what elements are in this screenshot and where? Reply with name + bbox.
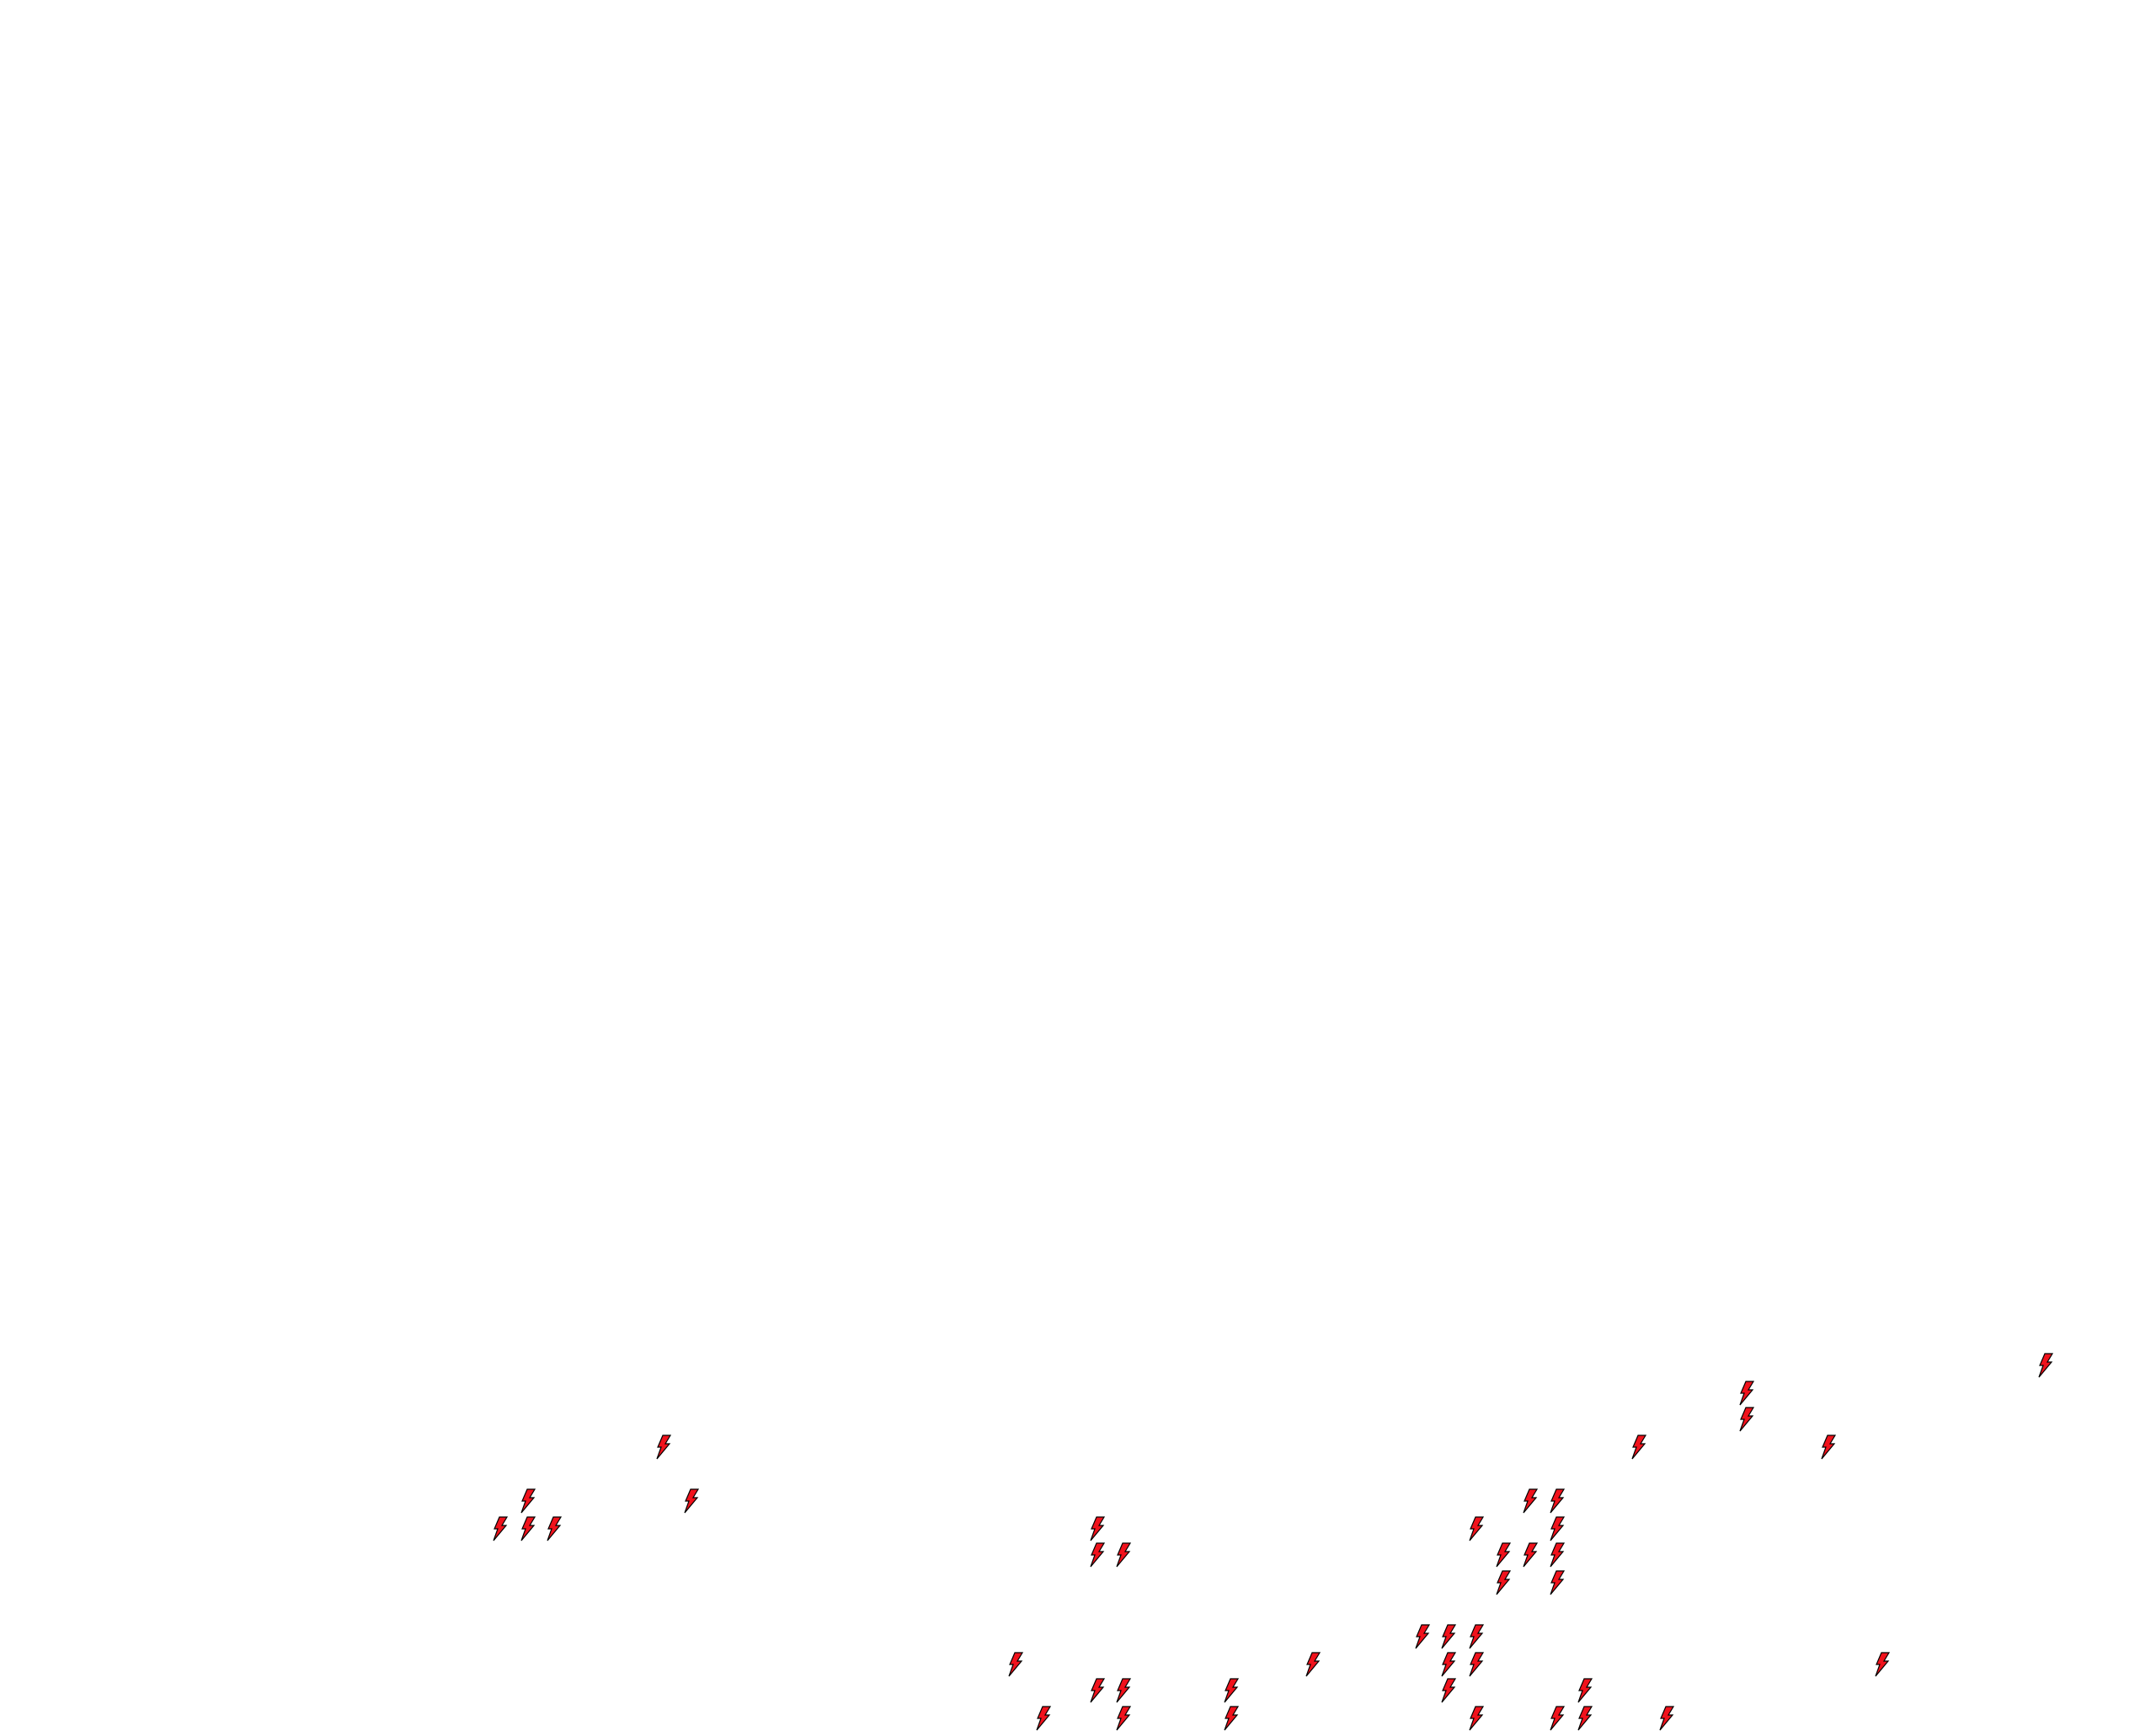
lightning-bolt-icon[interactable] (520, 1516, 536, 1541)
lightning-bolt-icon[interactable] (1089, 1516, 1106, 1541)
lightning-bolt-icon[interactable] (1630, 1434, 1647, 1460)
lightning-bolt-icon[interactable] (1468, 1516, 1485, 1541)
lightning-bolt-icon[interactable] (1738, 1407, 1755, 1432)
lightning-bolt-icon[interactable] (1305, 1652, 1321, 1677)
lightning-bolt-icon[interactable] (1223, 1678, 1240, 1703)
lightning-bolt-icon[interactable] (1468, 1624, 1485, 1649)
lightning-bolt-icon[interactable] (520, 1488, 536, 1514)
lightning-bolt-icon[interactable] (1522, 1542, 1539, 1568)
lightning-bolt-icon[interactable] (1115, 1678, 1132, 1703)
lightning-bolt-icon[interactable] (1495, 1542, 1512, 1568)
lightning-bolt-icon[interactable] (1440, 1624, 1457, 1649)
lightning-bolt-icon[interactable] (1522, 1488, 1539, 1514)
lightning-bolt-icon[interactable] (1820, 1434, 1837, 1460)
lightning-bolt-icon[interactable] (683, 1488, 700, 1514)
lightning-bolt-icon[interactable] (1549, 1542, 1566, 1568)
lightning-bolt-icon[interactable] (1468, 1652, 1485, 1677)
lightning-bolt-icon[interactable] (1223, 1706, 1240, 1731)
lightning-bolt-icon[interactable] (1577, 1678, 1593, 1703)
lightning-bolt-icon[interactable] (492, 1516, 509, 1541)
lightning-bolt-icon[interactable] (1658, 1706, 1675, 1731)
lightning-bolt-icon[interactable] (1577, 1706, 1593, 1731)
lightning-bolt-icon[interactable] (1549, 1488, 1566, 1514)
lightning-bolt-icon[interactable] (1035, 1706, 1052, 1731)
lightning-bolt-icon[interactable] (1007, 1652, 1024, 1677)
lightning-bolt-icon[interactable] (1414, 1624, 1431, 1649)
lightning-bolt-icon[interactable] (1549, 1516, 1566, 1541)
lightning-bolt-icon[interactable] (655, 1434, 672, 1460)
lightning-bolt-icon[interactable] (1738, 1381, 1755, 1406)
lightning-bolt-icon[interactable] (1549, 1570, 1566, 1595)
lightning-bolt-icon[interactable] (1440, 1652, 1457, 1677)
lightning-bolt-icon[interactable] (1549, 1706, 1566, 1731)
lightning-bolt-icon[interactable] (1495, 1570, 1512, 1595)
lightning-bolt-icon[interactable] (2037, 1353, 2054, 1378)
lightning-bolt-icon[interactable] (1089, 1542, 1106, 1568)
lightning-bolt-icon[interactable] (1440, 1678, 1457, 1703)
lightning-bolt-icon[interactable] (1115, 1706, 1132, 1731)
lightning-bolt-icon[interactable] (1115, 1542, 1132, 1568)
lightning-bolt-icon[interactable] (546, 1516, 563, 1541)
lightning-bolt-icon[interactable] (1468, 1706, 1485, 1731)
lightning-bolt-icon[interactable] (1089, 1678, 1106, 1703)
lightning-bolt-icon[interactable] (1874, 1652, 1891, 1677)
